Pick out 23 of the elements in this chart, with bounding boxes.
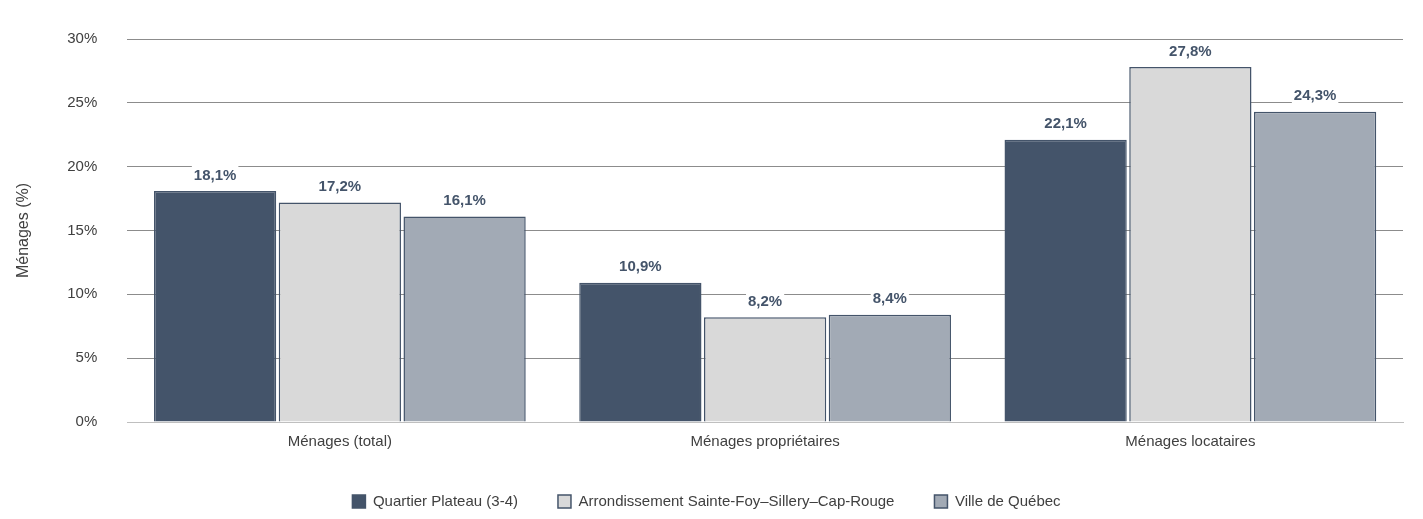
y-tick-label: 20%	[67, 156, 98, 174]
x-tick-label: Ménages locataires	[1125, 432, 1256, 450]
y-tick-label: 0%	[75, 412, 98, 430]
legend-label: Ville de Québec	[954, 491, 1062, 509]
y-tick-label: 15%	[67, 220, 98, 238]
x-tick-label: Ménages (total)	[287, 432, 392, 450]
y-tick-label: 10%	[67, 284, 98, 302]
data-label: 27,8%	[1169, 41, 1212, 59]
data-label: 17,2%	[318, 177, 362, 195]
legend-label: Arrondissement Sainte-Foy–Sillery–Cap-Rouge	[578, 491, 895, 509]
y-tick-label: 5%	[75, 348, 98, 366]
x-tick-label: Ménages propriétaires	[690, 432, 840, 450]
y-tick-label: 30%	[67, 29, 98, 47]
y-axis-title: Ménages (%)	[14, 182, 32, 279]
data-label: 10,9%	[619, 257, 662, 275]
data-label: 22,1%	[1044, 114, 1087, 132]
data-label: 8,4%	[872, 289, 907, 307]
data-label: 8,2%	[748, 291, 783, 309]
y-tick-label: 25%	[67, 92, 98, 110]
data-label: 18,1%	[193, 165, 237, 183]
data-label: 24,3%	[1293, 86, 1337, 104]
legend-label: Quartier Plateau (3-4)	[372, 491, 518, 509]
data-label: 16,1%	[443, 191, 486, 209]
